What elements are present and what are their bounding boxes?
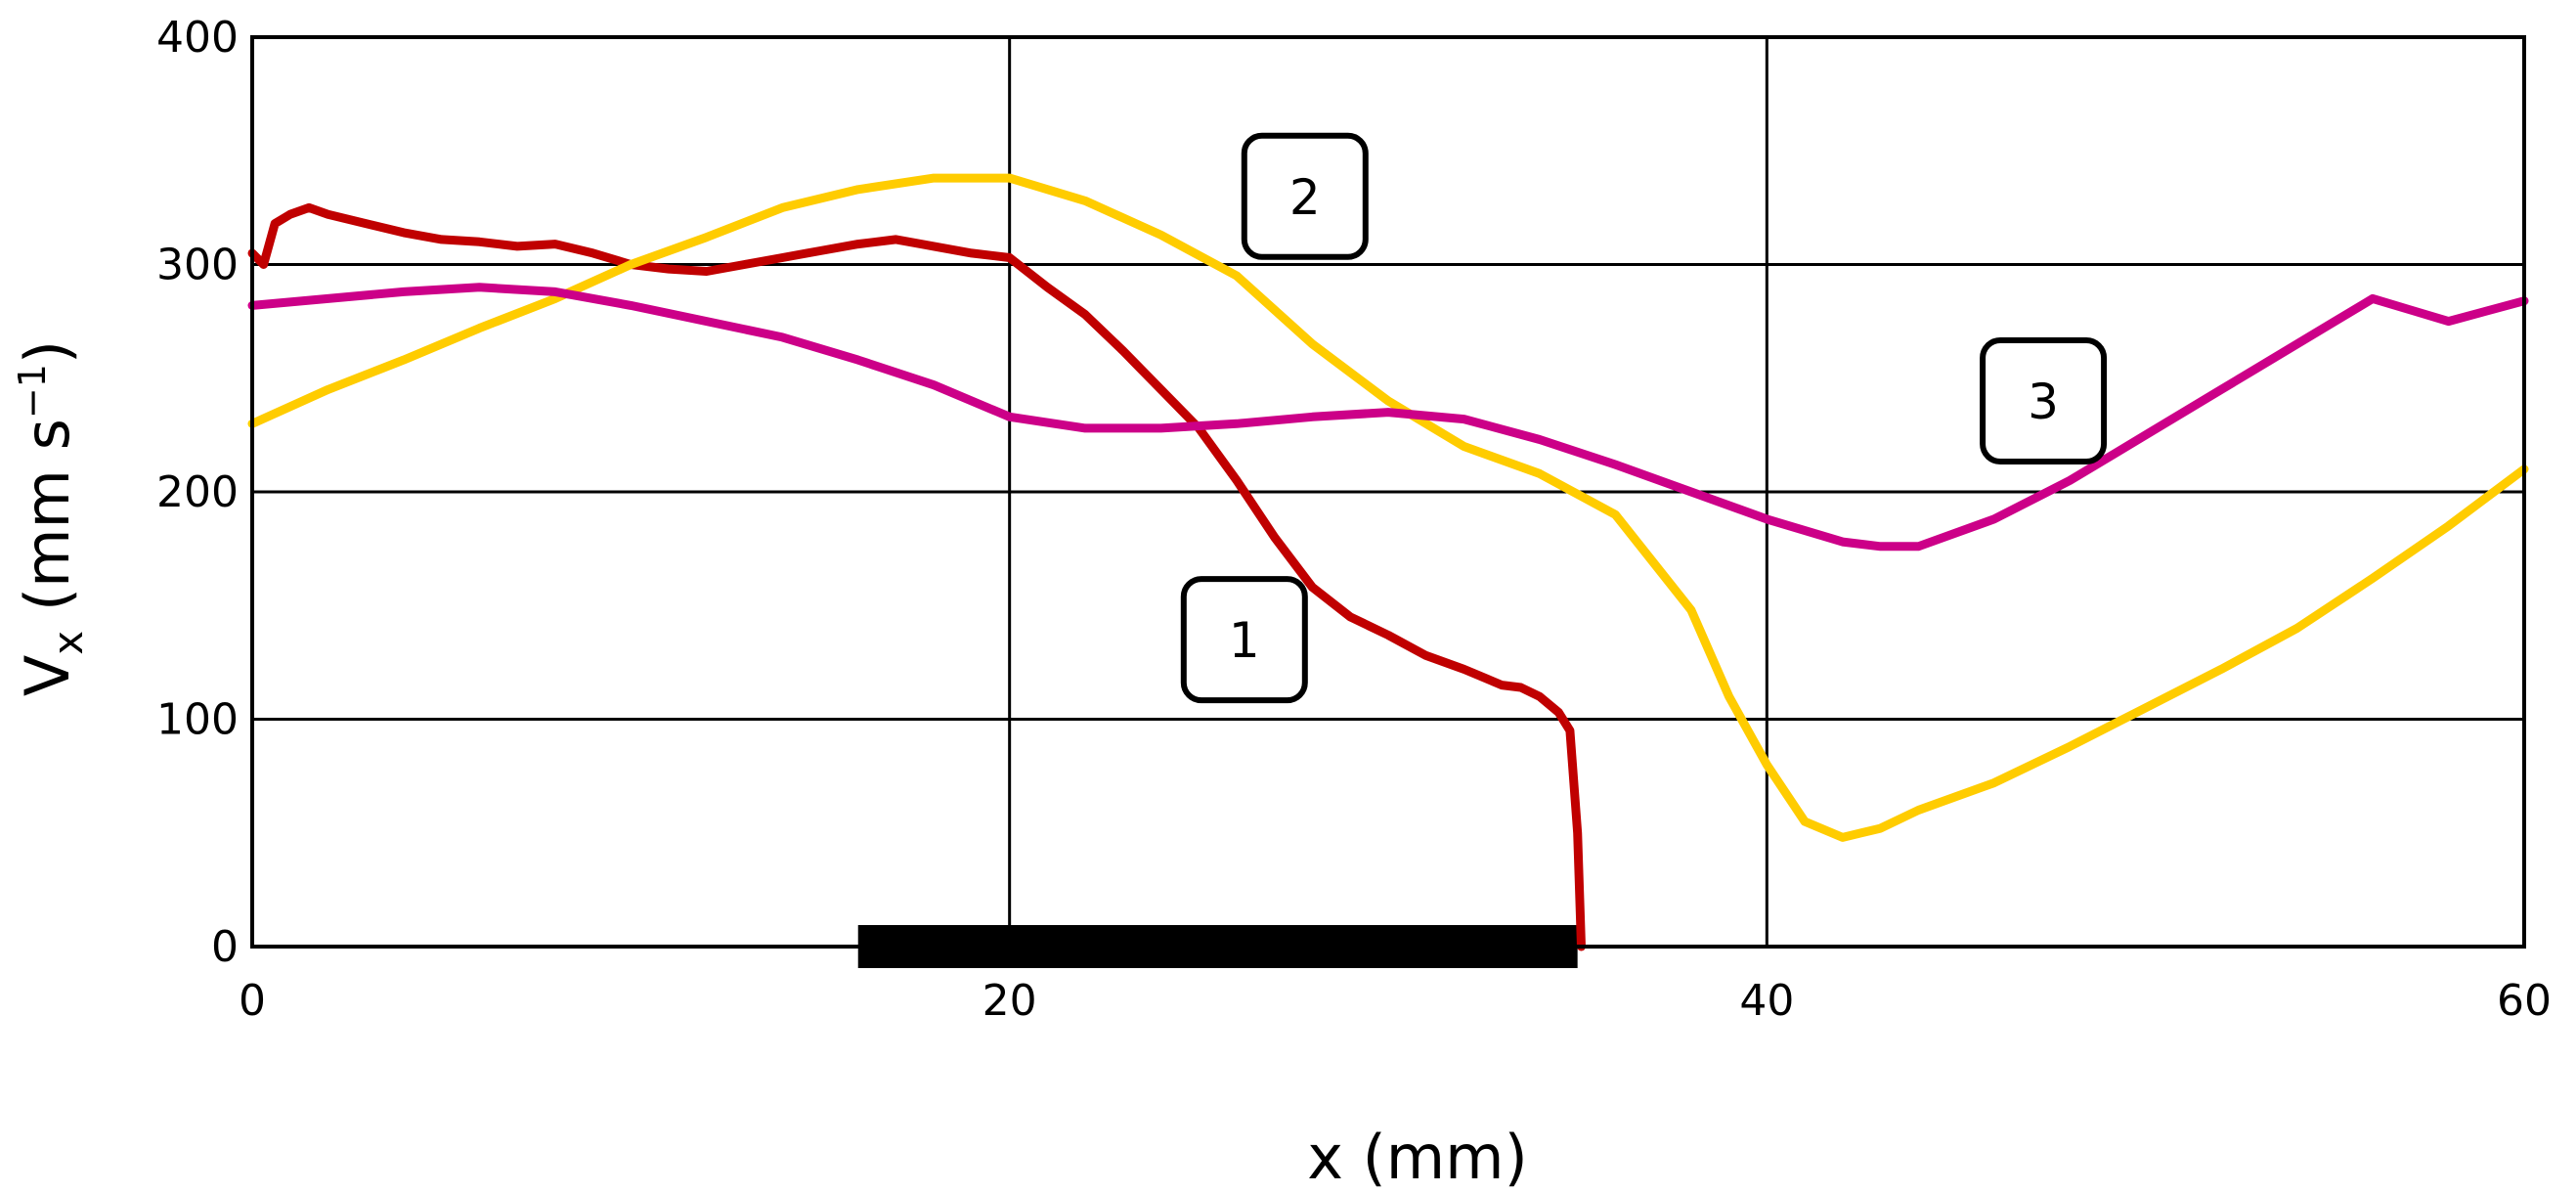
y-axis-label: Vx (mm s−1) xyxy=(11,340,92,696)
grid-lines xyxy=(250,35,2526,949)
annotation-box xyxy=(1180,576,1308,704)
x-tick-label: 20 xyxy=(982,976,1037,1026)
x-axis-label: x (mm) xyxy=(1307,1122,1528,1193)
series-line-3 xyxy=(247,283,2529,552)
annotation-layer: 1 2 3 xyxy=(1180,132,2108,704)
annotation-box xyxy=(1980,337,2108,464)
x-tick-label: 40 xyxy=(1739,976,1794,1026)
series-line-2 xyxy=(247,173,2529,842)
plot-border xyxy=(250,35,2526,949)
series-layer xyxy=(247,173,2529,951)
annotation-label: 2 xyxy=(1289,169,1321,226)
annotation-label: 3 xyxy=(2028,374,2059,430)
x-tick-label: 60 xyxy=(2497,976,2552,1026)
tick-labels: 0 20 40 60 0 100 200 300 400 xyxy=(156,13,2552,1026)
annotation-label: 1 xyxy=(1229,612,1260,669)
y-tick-label: 300 xyxy=(156,241,239,290)
y-tick-label: 400 xyxy=(156,13,239,63)
series-annotation-3: 3 xyxy=(1980,337,2108,464)
series-annotation-2: 2 xyxy=(1241,132,1369,260)
plot-frame xyxy=(250,35,2526,949)
y-tick-label: 0 xyxy=(211,922,239,972)
series-annotation-1: 1 xyxy=(1180,576,1308,704)
y-tick-label: 100 xyxy=(156,695,239,745)
y-tick-label: 200 xyxy=(156,467,239,517)
annotation-box xyxy=(1241,132,1369,260)
x-tick-label: 0 xyxy=(239,976,266,1026)
series-line-1 xyxy=(247,202,1586,951)
